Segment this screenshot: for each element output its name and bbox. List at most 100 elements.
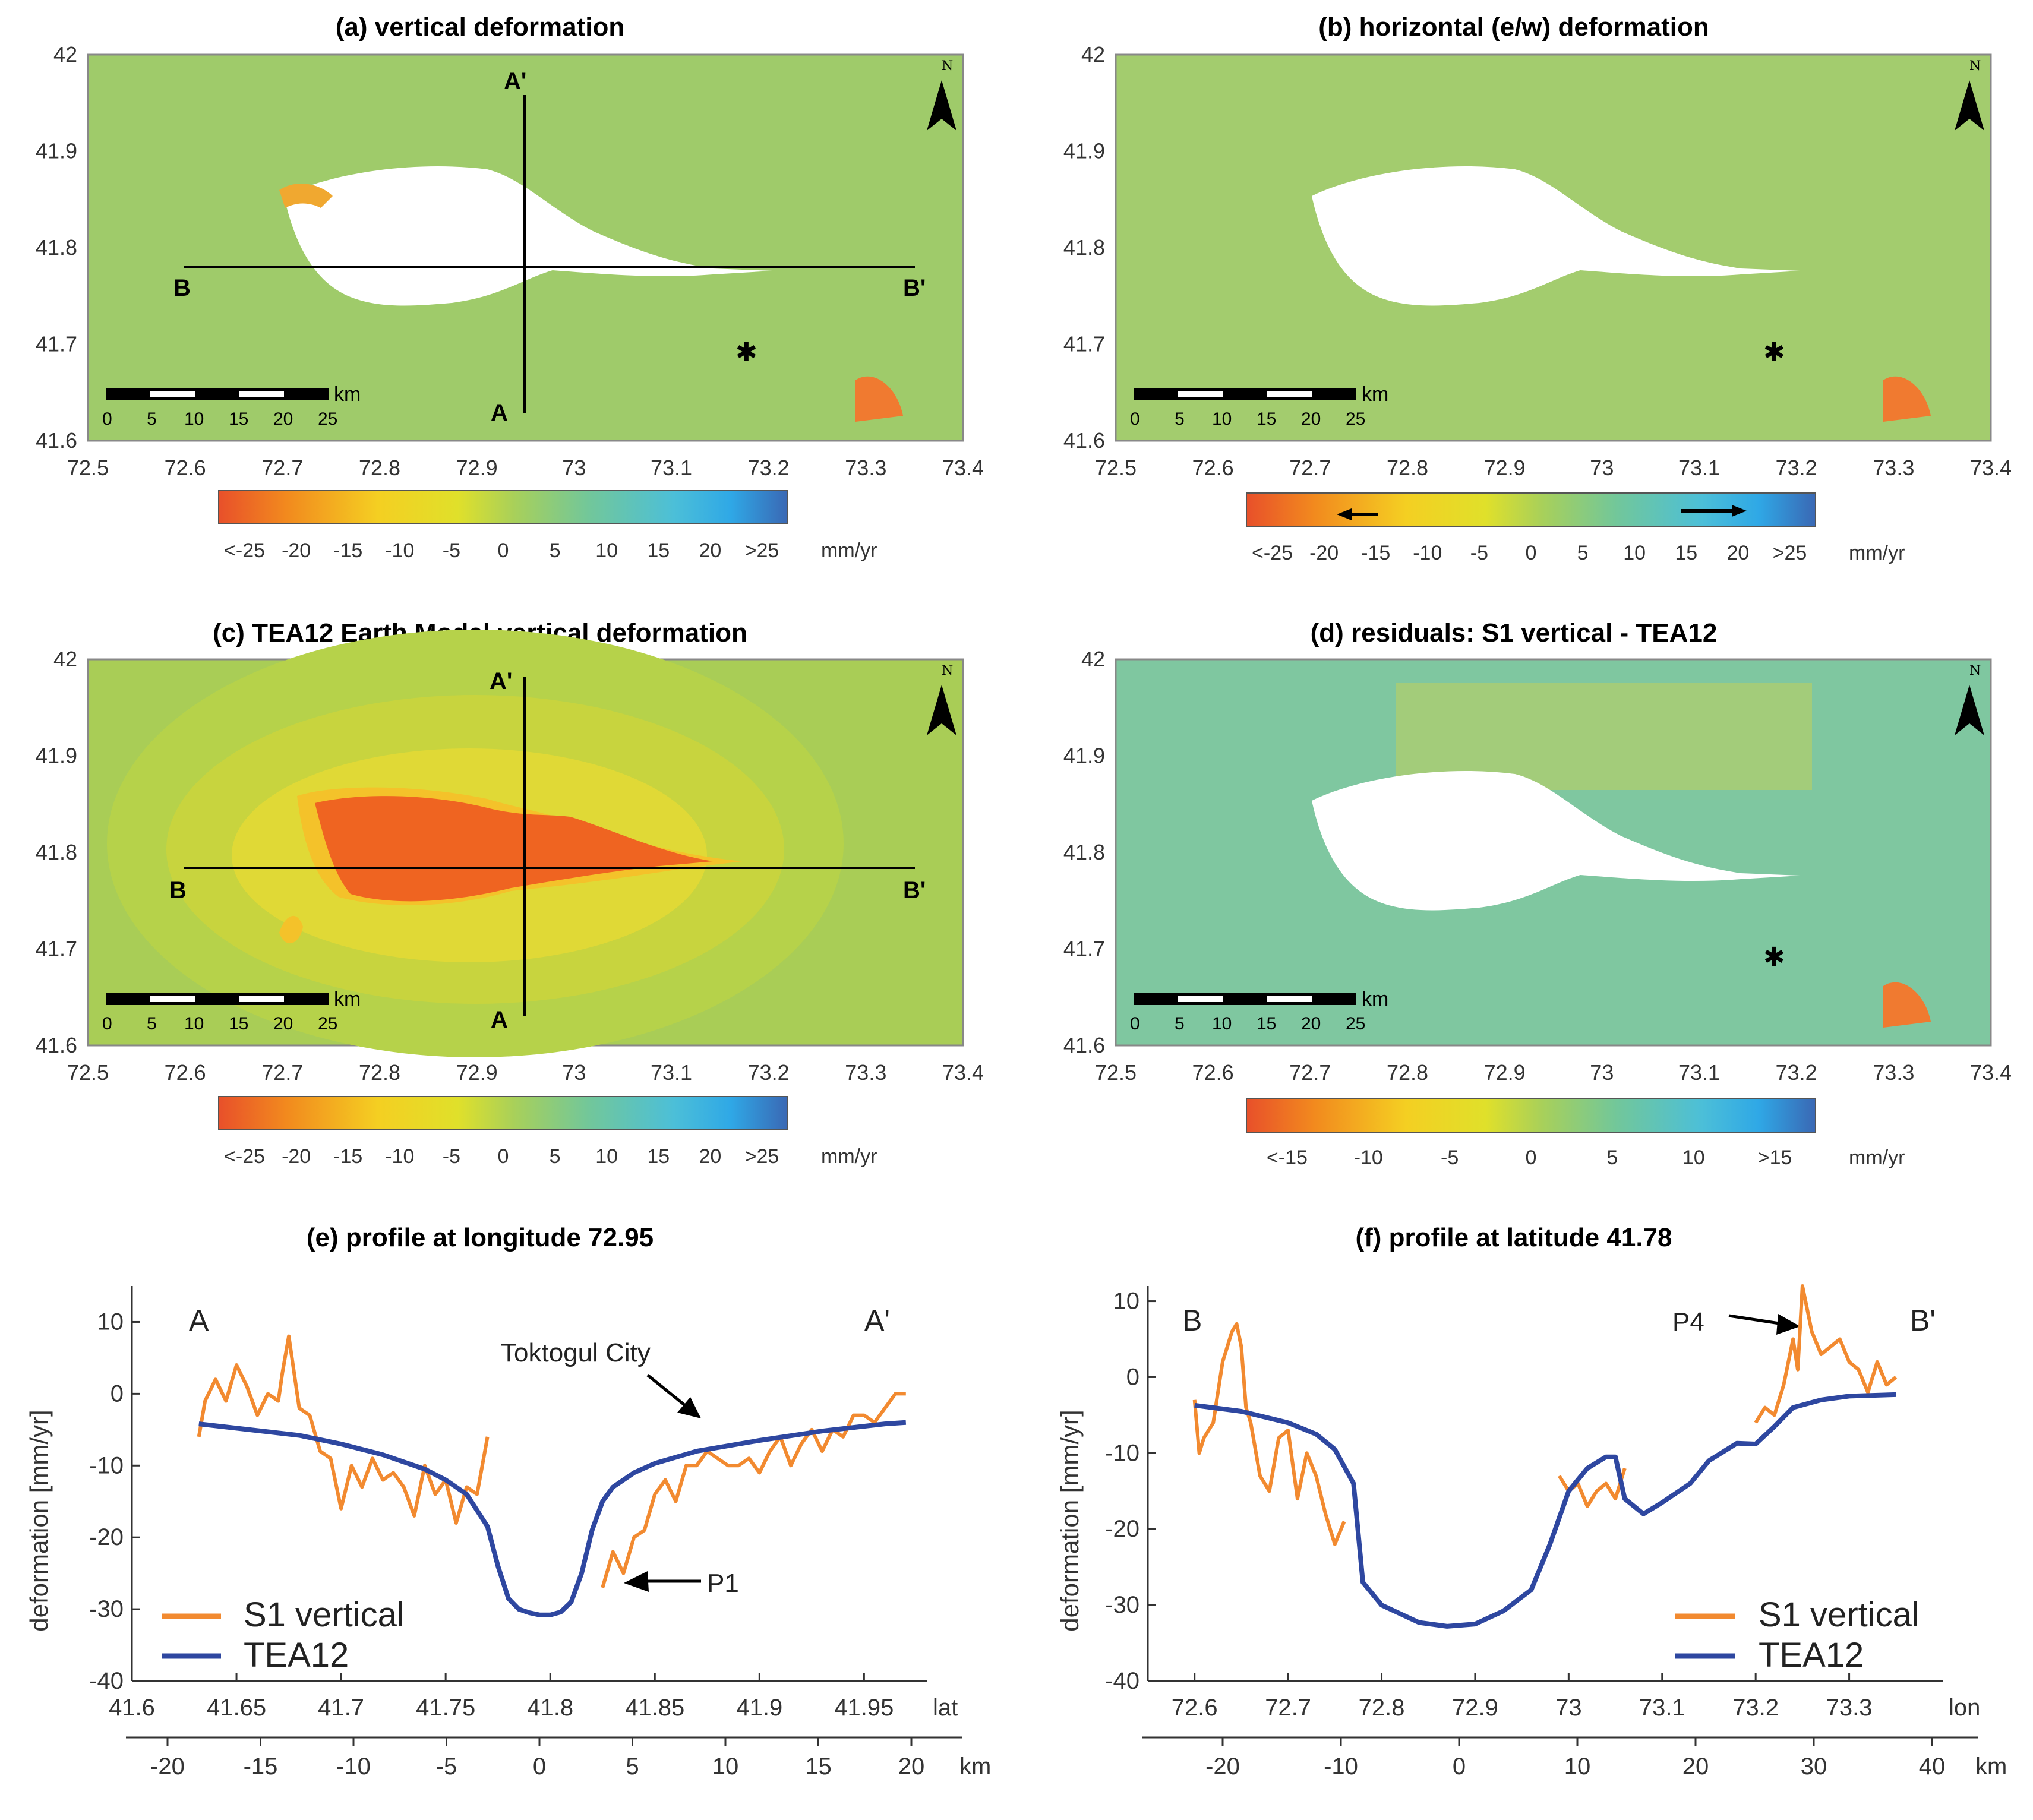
map-y-tick-label: 41.7 bbox=[36, 937, 77, 961]
colorbar-tick-label: -10 bbox=[1354, 1146, 1383, 1169]
colorbar-tick-label: 0 bbox=[498, 539, 509, 562]
colorbar-tick-label: -10 bbox=[1413, 542, 1442, 564]
colorbar-tick-label: 5 bbox=[550, 1145, 561, 1168]
arrow-east-head-icon bbox=[1732, 505, 1747, 517]
colorbar-tick-label: -15 bbox=[333, 539, 362, 562]
colorbar-unit-label: mm/yr bbox=[821, 1145, 877, 1168]
map-x-tick-label: 72.5 bbox=[67, 1060, 109, 1085]
map-c-xticks: 72.5 72.6 72.7 72.8 72.9 73 73.1 73.2 73.3 73.4 bbox=[67, 1060, 984, 1085]
map-x-tick-label: 72.5 bbox=[67, 456, 109, 480]
colorbar-tick-label: >15 bbox=[1758, 1146, 1792, 1169]
svg-text:N: N bbox=[1969, 663, 1981, 678]
map-x-tick-label: 72.6 bbox=[1192, 1060, 1234, 1085]
profile-y-tick-label: -20 bbox=[1105, 1516, 1139, 1542]
profile-km-tick-label: 20 bbox=[898, 1753, 925, 1780]
map-x-tick-label: 72.5 bbox=[1095, 1060, 1137, 1085]
map-a-label-B: B bbox=[173, 275, 191, 301]
map-y-tick-label: 41.9 bbox=[1063, 139, 1105, 163]
map-c-southwest-lobe bbox=[279, 915, 303, 944]
map-y-tick-label: 42 bbox=[53, 647, 77, 671]
map-x-tick-label: 72.7 bbox=[261, 1060, 303, 1085]
map-x-tick-label: 73.2 bbox=[1776, 1060, 1817, 1085]
colorbar-tick-label: >25 bbox=[745, 539, 779, 562]
colorbar-tick-label: <-25 bbox=[224, 539, 265, 562]
panel-f: (f) profile at latitude 41.78 deformatio… bbox=[1056, 1223, 2007, 1780]
colorbar-tick-label: -10 bbox=[385, 1145, 414, 1168]
svg-text:25: 25 bbox=[1346, 409, 1365, 429]
profile-y-tick-label: 10 bbox=[1113, 1288, 1140, 1315]
svg-text:N: N bbox=[1969, 59, 1981, 74]
panel-f-title: (f) profile at latitude 41.78 bbox=[1356, 1223, 1672, 1252]
profile-x-tick-label: 72.8 bbox=[1359, 1695, 1405, 1721]
colorbar-tick-label: 10 bbox=[1623, 542, 1646, 564]
profile-km-tick-label: 30 bbox=[1801, 1753, 1827, 1780]
map-y-tick-label: 41.8 bbox=[1063, 840, 1105, 864]
map-x-tick-label: 72.9 bbox=[1484, 456, 1526, 480]
svg-text:0: 0 bbox=[102, 1014, 112, 1034]
colorbar-tick-label: -15 bbox=[333, 1145, 362, 1168]
profile-x-tick-label: 41.6 bbox=[109, 1695, 155, 1721]
tea12-line bbox=[1194, 1392, 1896, 1629]
colorbar-d bbox=[1246, 1098, 1816, 1133]
profile-x-tick-label: 41.9 bbox=[736, 1695, 782, 1721]
map-x-tick-label: 73.2 bbox=[748, 1060, 790, 1085]
map-x-tick-label: 73 bbox=[1590, 456, 1614, 480]
colorbar-a bbox=[218, 490, 788, 524]
profile-y-tick-label: 0 bbox=[1126, 1364, 1139, 1390]
map-b-yticks: 42 41.9 41.8 41.7 41.6 bbox=[1063, 42, 1105, 453]
map-x-tick-label: 72.8 bbox=[359, 456, 400, 480]
map-a-label-Aprime: A' bbox=[504, 68, 526, 94]
svg-text:20: 20 bbox=[273, 409, 293, 429]
profile-x-tick-label: 73 bbox=[1555, 1695, 1582, 1721]
map-x-tick-label: 72.7 bbox=[1289, 456, 1331, 480]
colorbar-tick-label: -20 bbox=[282, 539, 311, 562]
map-a-xticks: 72.5 72.6 72.7 72.8 72.9 73 73.1 73.2 73.3 73.4 bbox=[67, 456, 984, 480]
profile-x-tick-label: 72.9 bbox=[1452, 1695, 1498, 1721]
profile-km-tick-label: 15 bbox=[805, 1753, 832, 1780]
legend-e-tea-label: TEA12 bbox=[244, 1636, 349, 1674]
map-y-tick-label: 41.7 bbox=[1063, 332, 1105, 356]
map-x-tick-label: 72.7 bbox=[1289, 1060, 1331, 1085]
map-x-tick-label: 72.6 bbox=[165, 1060, 206, 1085]
map-b-xticks: 72.5 72.6 72.7 72.8 72.9 73 73.1 73.2 73.3 73.4 bbox=[1095, 456, 2012, 480]
map-d-yticks: 42 41.9 41.8 41.7 41.6 bbox=[1063, 647, 1105, 1057]
legend-f-s1-label: S1 vertical bbox=[1759, 1595, 1920, 1634]
map-x-tick-label: 73.1 bbox=[651, 456, 692, 480]
map-y-tick-label: 41.6 bbox=[36, 1033, 77, 1057]
map-x-tick-label: 73 bbox=[562, 1060, 586, 1085]
svg-text:10: 10 bbox=[1212, 1014, 1232, 1034]
svg-text:20: 20 bbox=[1301, 409, 1321, 429]
colorbar-tick-label: 5 bbox=[1577, 542, 1589, 564]
colorbar-tick-label: <-25 bbox=[224, 1145, 265, 1168]
map-x-tick-label: 73.4 bbox=[942, 1060, 984, 1085]
colorbar-tick-label: 10 bbox=[595, 1145, 618, 1168]
svg-text:km: km bbox=[334, 988, 361, 1010]
map-x-tick-label: 73.2 bbox=[1776, 456, 1817, 480]
svg-text:15: 15 bbox=[229, 409, 248, 429]
map-x-tick-label: 73.3 bbox=[1873, 1060, 1914, 1085]
svg-text:5: 5 bbox=[147, 409, 157, 429]
colorbar-tick-label: >25 bbox=[1773, 542, 1807, 564]
svg-text:25: 25 bbox=[318, 409, 337, 429]
svg-text:10: 10 bbox=[184, 409, 204, 429]
colorbar-c-ticks: <-25 -20 -15 -10 -5 0 5 10 15 20 >25 mm/yr bbox=[224, 1145, 877, 1168]
svg-text:15: 15 bbox=[1257, 409, 1276, 429]
map-y-tick-label: 41.6 bbox=[36, 428, 77, 453]
colorbar-tick-label: 10 bbox=[595, 539, 618, 562]
legend-e-s1-label: S1 vertical bbox=[244, 1595, 405, 1634]
profile-km-tick-label: 20 bbox=[1682, 1753, 1709, 1780]
colorbar-tick-label: -5 bbox=[443, 1145, 460, 1168]
map-x-tick-label: 73.4 bbox=[1970, 456, 2012, 480]
map-x-tick-label: 72.8 bbox=[359, 1060, 400, 1085]
colorbar-tick-label: 15 bbox=[1675, 542, 1697, 564]
panel-b-title: (b) horizontal (e/w) deformation bbox=[1318, 12, 1709, 42]
map-b-asterisk: ✱ bbox=[1763, 338, 1785, 367]
panel-e-end-A: A bbox=[189, 1304, 209, 1337]
panel-b: (b) horizontal (e/w) deformation ✱ N km … bbox=[1063, 12, 2012, 564]
profile-x-tick-label: 41.95 bbox=[834, 1695, 894, 1721]
map-c-yticks: 42 41.9 41.8 41.7 41.6 bbox=[36, 647, 77, 1057]
svg-text:N: N bbox=[942, 663, 953, 678]
arrow-p4-icon bbox=[1728, 1314, 1780, 1325]
profile-x-axis-label: lat bbox=[933, 1695, 958, 1721]
